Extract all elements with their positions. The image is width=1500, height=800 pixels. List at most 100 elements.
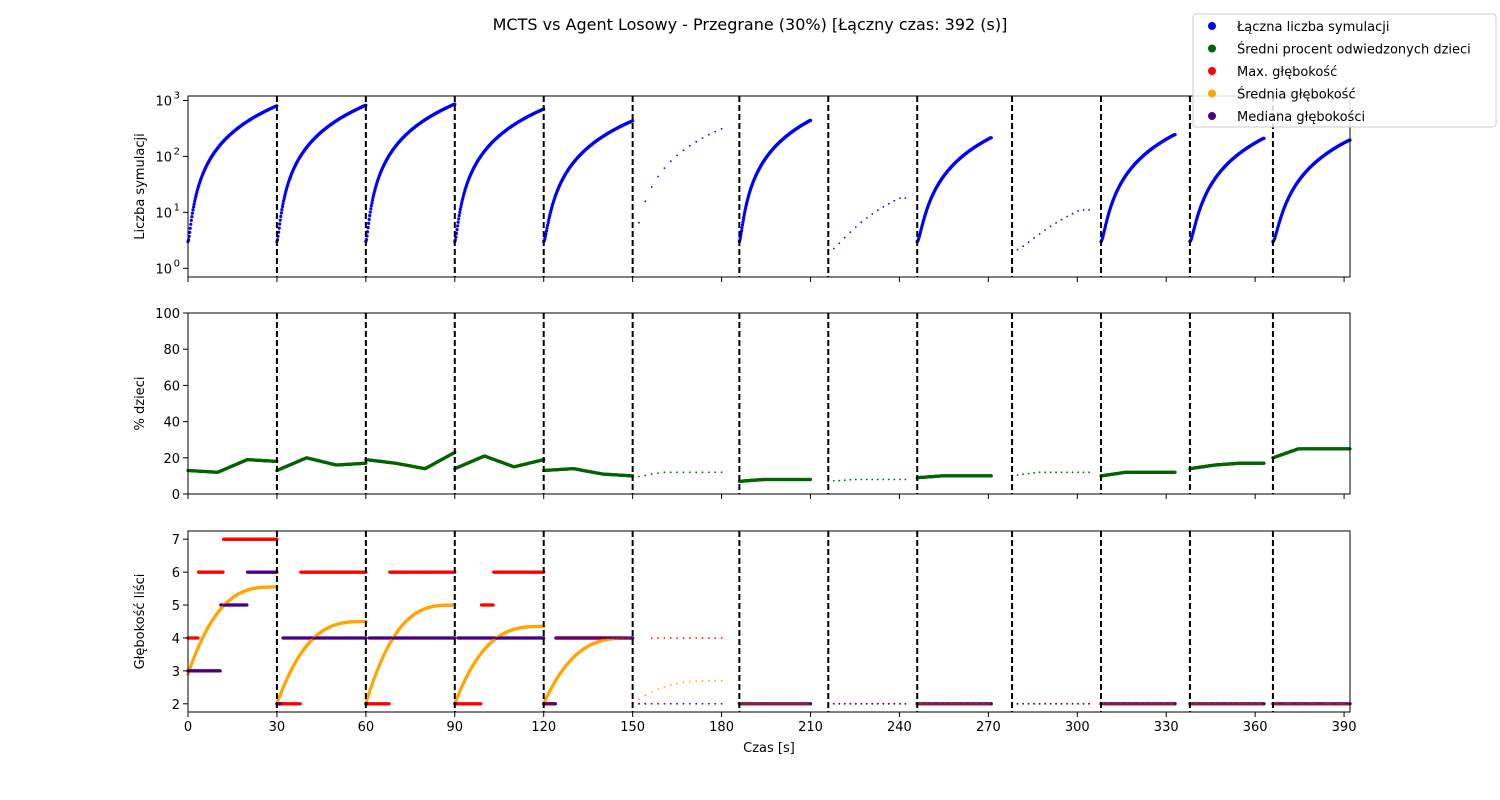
sims-point	[188, 226, 192, 230]
sims-point	[459, 205, 463, 209]
sims-point	[456, 220, 460, 224]
sims-point	[638, 221, 640, 224]
max-depth-point	[196, 636, 200, 640]
sims-point	[192, 205, 196, 209]
median-depth-point	[245, 603, 249, 607]
children-pct-point	[1022, 473, 1024, 476]
sims-point	[871, 213, 874, 215]
sims-point	[1055, 222, 1057, 224]
y-tick-label: 100	[155, 307, 180, 322]
children-pct-point	[688, 471, 691, 474]
sims-point	[457, 217, 461, 221]
children-pct-point	[843, 479, 846, 482]
sims-point	[544, 232, 548, 236]
children-pct-point	[876, 478, 879, 481]
children-pct-point	[638, 475, 640, 478]
sims-point	[367, 217, 371, 221]
sims-point	[663, 167, 666, 170]
children-pct-point	[1173, 470, 1177, 474]
sims-point	[544, 229, 549, 233]
children-frame	[187, 312, 1351, 495]
children-pct-point	[871, 478, 874, 481]
children-pct-point	[1027, 472, 1030, 475]
children-pct-point	[676, 471, 678, 474]
sims-point	[188, 230, 192, 234]
children-pct-point	[708, 471, 710, 474]
children-pct-point	[701, 471, 704, 474]
sims-point	[1066, 215, 1068, 218]
sims-point	[543, 237, 547, 241]
sims-point	[644, 200, 647, 203]
sims-point	[1033, 237, 1035, 239]
max-depth-point	[479, 702, 483, 706]
sims-point	[1173, 133, 1177, 137]
sims-point	[876, 209, 879, 212]
sims-point	[865, 217, 868, 219]
panel-depth: 0 30 60 90 120 150 180 210 240 270 300 330 360 390234…	[133, 530, 1356, 735]
median-depth-point	[218, 669, 222, 673]
sims-point	[280, 204, 285, 209]
y-tick-label: 10	[155, 150, 172, 165]
sims-point	[455, 228, 459, 232]
children-pct-point	[1077, 471, 1079, 474]
sims-point	[367, 221, 371, 225]
sims-point	[657, 175, 659, 178]
y-tick-label: 10	[155, 206, 172, 221]
y-tick-label: 80	[163, 343, 180, 358]
chart-title: MCTS vs Agent Losowy - Przegrane (30%) […	[493, 15, 1008, 34]
sims-point	[1016, 248, 1019, 251]
sims-point	[832, 247, 835, 250]
sims-point	[191, 208, 195, 212]
sims-point	[720, 127, 723, 130]
sims-point	[899, 197, 901, 200]
sims-point	[189, 222, 193, 226]
max-depth-point	[387, 702, 391, 706]
children-pct-point	[1016, 474, 1019, 476]
sims-point	[370, 201, 374, 205]
y-tick-label: 60	[163, 379, 180, 394]
sims-point	[369, 207, 373, 211]
children-pct-point	[887, 478, 890, 481]
children-pct-point	[1055, 471, 1057, 474]
sims-point	[279, 211, 283, 215]
max-depth-point	[298, 702, 302, 706]
y-tick-label: 0	[172, 488, 180, 503]
sims-point	[740, 223, 745, 227]
sims-point	[370, 198, 375, 202]
sims-point	[682, 149, 685, 152]
children-pct-point	[720, 471, 723, 474]
sims-point	[458, 207, 462, 211]
y-tick-label-exponent: 3	[174, 90, 180, 101]
sims-point	[459, 202, 464, 206]
sims-point	[279, 214, 283, 218]
sims-y-axis-label: Liczba symulacji	[133, 133, 148, 240]
sims-point	[189, 218, 193, 222]
sims-point	[371, 195, 375, 199]
y-tick-label-exponent: 2	[174, 146, 180, 157]
sims-point	[1022, 245, 1024, 248]
sims-point	[458, 210, 462, 214]
depth-points	[186, 537, 1352, 706]
sims-point	[282, 196, 286, 200]
sims-point	[1082, 209, 1085, 211]
sims-point	[714, 130, 717, 133]
sims-point	[193, 199, 197, 203]
sims-point	[1060, 218, 1063, 221]
sims-point	[838, 242, 841, 245]
sims-point	[369, 204, 373, 208]
y-tick-label: 10	[155, 262, 172, 277]
children-pct-point	[1066, 471, 1068, 474]
sims-point	[192, 202, 196, 206]
sims-point	[893, 199, 896, 202]
sims-point	[904, 197, 907, 200]
sims-point	[368, 214, 372, 218]
sims-point	[1027, 241, 1030, 244]
sims-point	[190, 211, 194, 215]
children-pct-point	[904, 478, 907, 481]
children-pct-point	[838, 479, 841, 482]
children-pct-point	[1044, 471, 1046, 474]
sims-point	[546, 221, 550, 225]
